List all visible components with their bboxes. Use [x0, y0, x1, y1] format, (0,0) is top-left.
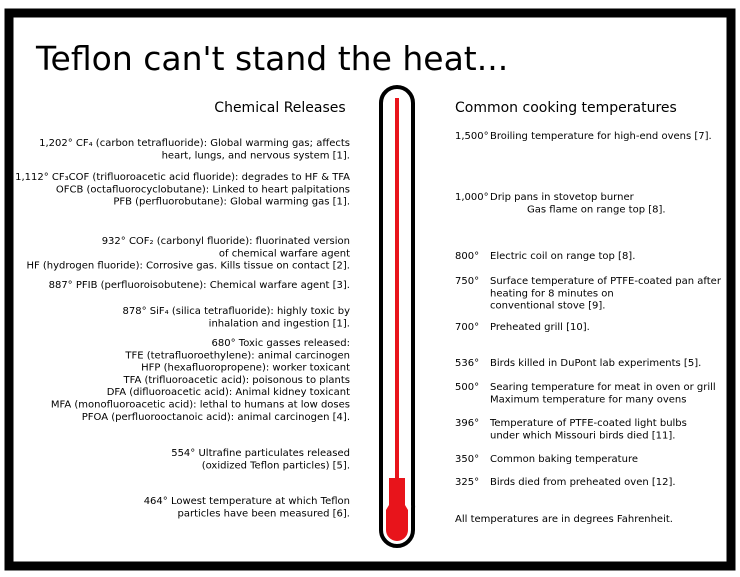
- release-line: DFA (difluoroacetic acid): Animal kidney…: [107, 387, 350, 398]
- cooking-line: Broiling temperature for high-end ovens …: [490, 131, 712, 142]
- release-line: HFP (hexafluoropropene): worker toxicant: [141, 363, 350, 374]
- right-heading: Common cooking temperatures: [455, 100, 677, 116]
- left-heading: Chemical Releases: [214, 100, 345, 116]
- cooking-line: Surface temperature of PTFE-coated pan a…: [490, 276, 722, 287]
- release-line: TFA (trifluoroacetic acid): poisonous to…: [123, 375, 351, 386]
- cooking-line: Birds killed in DuPont lab experiments […: [490, 358, 701, 369]
- release-line: 680° Toxic gasses released:: [212, 338, 350, 349]
- mercury-bulb: [386, 478, 408, 541]
- cooking-line: Electric coil on range top [8].: [490, 251, 635, 262]
- release-line: HF (hydrogen fluoride): Corrosive gas. K…: [26, 261, 350, 272]
- release-line: heart, lungs, and nervous system [1].: [162, 150, 350, 161]
- right-column: 1,500° Broiling temperature for high-end …: [455, 131, 722, 488]
- cooking-line: under which Missouri birds died [11].: [490, 430, 675, 441]
- cooking-temp: 536°: [455, 358, 479, 369]
- cooking-line: Drip pans in stovetop burner: [490, 192, 635, 203]
- release-line: PFB (perfluorobutane): Global warming ga…: [113, 197, 350, 208]
- release-line: 554° Ultrafine particulates released: [171, 448, 350, 459]
- frame: [4, 8, 736, 571]
- release-line: 1,112° CF₃COF (trifluoroacetic acid fluo…: [15, 172, 350, 183]
- release-line: 1,202° CF₄ (carbon tetrafluoride): Globa…: [39, 138, 350, 149]
- cooking-temp: 325°: [455, 477, 479, 488]
- cooking-line: Maximum temperature for many ovens: [490, 394, 686, 405]
- cooking-line: Common baking temperature: [490, 454, 638, 465]
- release-line: PFOA (perfluorooctanoic acid): animal ca…: [82, 412, 350, 423]
- cooking-line: Searing temperature for meat in oven or …: [490, 382, 716, 393]
- release-line: 464° Lowest temperature at which Teflon: [144, 496, 350, 507]
- cooking-line: Preheated grill [10].: [490, 322, 590, 333]
- release-line: 887° PFIB (perfluoroisobutene): Chemical…: [49, 280, 350, 291]
- cooking-line: Birds died from preheated oven [12].: [490, 477, 676, 488]
- cooking-temp: 800°: [455, 251, 479, 262]
- left-column: 1,202° CF₄ (carbon tetrafluoride): Globa…: [15, 138, 350, 519]
- cooking-line: heating for 8 minutes on: [490, 288, 614, 299]
- cooking-temp: 750°: [455, 276, 479, 287]
- release-line: 932° COF₂ (carbonyl fluoride): fluorinat…: [102, 236, 350, 247]
- thermometer: [379, 85, 416, 548]
- cooking-temp: 1,000°: [455, 192, 489, 203]
- title: Teflon can't stand the heat...: [35, 39, 508, 78]
- release-line: OFCB (octafluorocyclobutane): Linked to …: [56, 184, 350, 195]
- release-line: inhalation and ingestion [1].: [209, 318, 350, 329]
- release-line: TFE (tetrafluoroethylene): animal carcin…: [124, 350, 350, 361]
- cooking-temp: 500°: [455, 382, 479, 393]
- cooking-temp: 1,500°: [455, 131, 489, 142]
- cooking-line: Temperature of PTFE-coated light bulbs: [489, 418, 687, 429]
- footnote: All temperatures are in degrees Fahrenhe…: [455, 514, 673, 525]
- release-line: particles have been measured [6].: [178, 508, 350, 519]
- cooking-line: Gas flame on range top [8].: [527, 204, 666, 215]
- release-line: MFA (monofluoroacetic acid): lethal to h…: [51, 400, 350, 411]
- cooking-temp: 396°: [455, 418, 479, 429]
- cooking-line: conventional stove [9].: [490, 301, 605, 312]
- mercury-line: [395, 98, 399, 498]
- release-line: (oxidized Teflon particles) [5].: [202, 460, 350, 471]
- release-line: of chemical warfare agent: [219, 248, 350, 259]
- release-line: 878° SiF₄ (silica tetrafluoride): highly…: [123, 306, 351, 317]
- cooking-temp: 350°: [455, 454, 479, 465]
- cooking-temp: 700°: [455, 322, 479, 333]
